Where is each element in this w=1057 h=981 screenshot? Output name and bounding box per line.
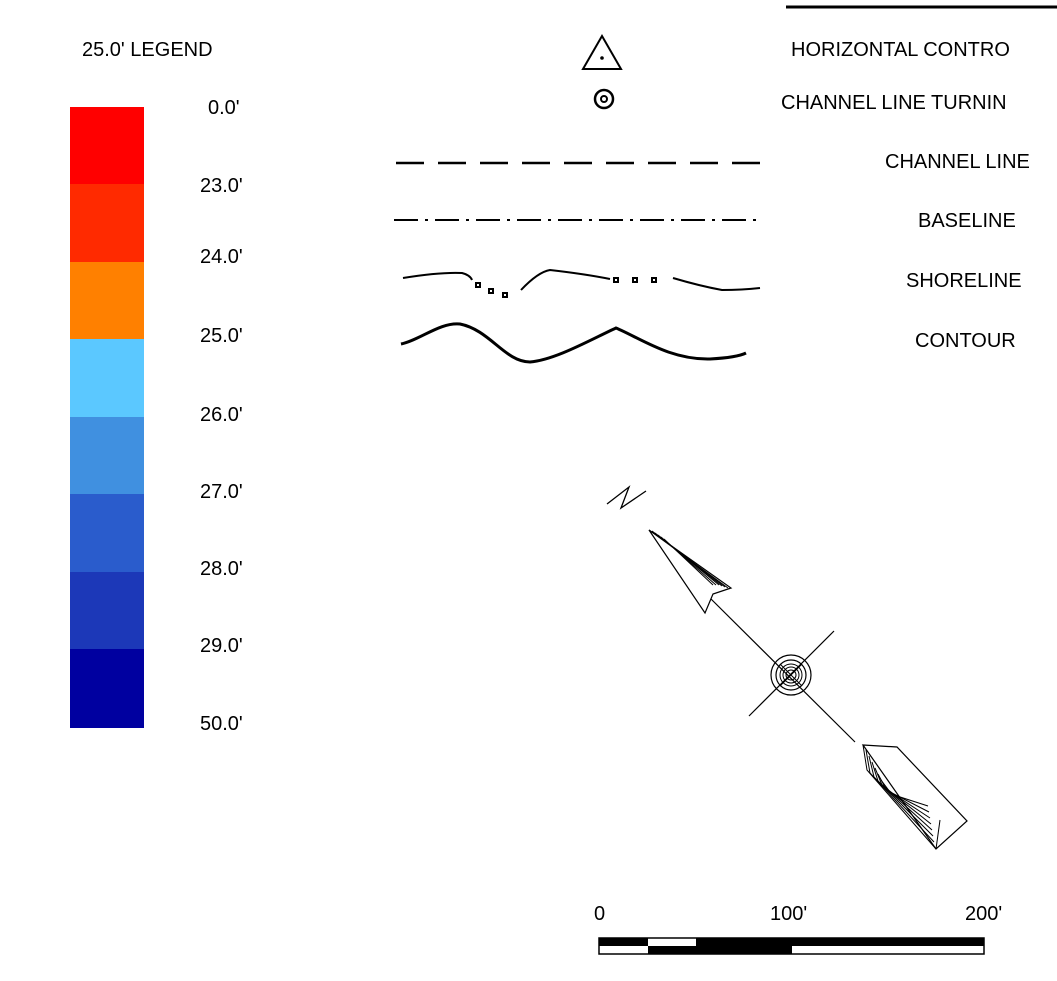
depth-band-8 [70,649,144,728]
turning-point-target-icon [593,88,615,110]
baseline-label: BASELINE [918,210,1016,232]
north-arrow-icon [606,485,968,850]
depth-band-5 [70,417,144,495]
depth-label-7: 29.0' [200,635,243,657]
depth-label-1: 23.0' [200,175,243,197]
contour-symbol [400,322,747,364]
depth-label-5: 27.0' [200,481,243,503]
horizontal-control-triangle-icon [581,33,623,70]
depth-band-3 [70,262,144,340]
depth-label-4: 26.0' [200,404,243,426]
north-letter [606,485,647,510]
scale-label-0: 0 [594,903,606,925]
depth-band-2 [70,184,144,262]
scale-bar [598,937,985,955]
channel-line-turning-label: CHANNEL LINE TURNIN [781,92,1007,114]
shoreline-symbol [402,268,761,298]
contour-label: CONTOUR [915,330,1016,352]
depth-band-4 [70,339,144,417]
depth-label-2: 24.0' [200,246,243,268]
legend-title: 25.0' LEGEND [82,39,213,61]
depth-band-7 [70,572,144,650]
depth-label-6: 28.0' [200,558,243,580]
depth-label-8: 50.0' [200,713,243,735]
scale-label-100: 100' [770,903,808,925]
depth-label-0: 0.0' [208,97,240,119]
channel-line-label: CHANNEL LINE [885,151,1030,173]
depth-label-3: 25.0' [200,325,243,347]
depth-band-1 [70,107,144,185]
depth-band-6 [70,494,144,572]
horizontal-control-label: HORIZONTAL CONTRO [791,39,1010,61]
scale-label-200: 200' [965,903,1003,925]
shoreline-label: SHORELINE [906,270,1022,292]
